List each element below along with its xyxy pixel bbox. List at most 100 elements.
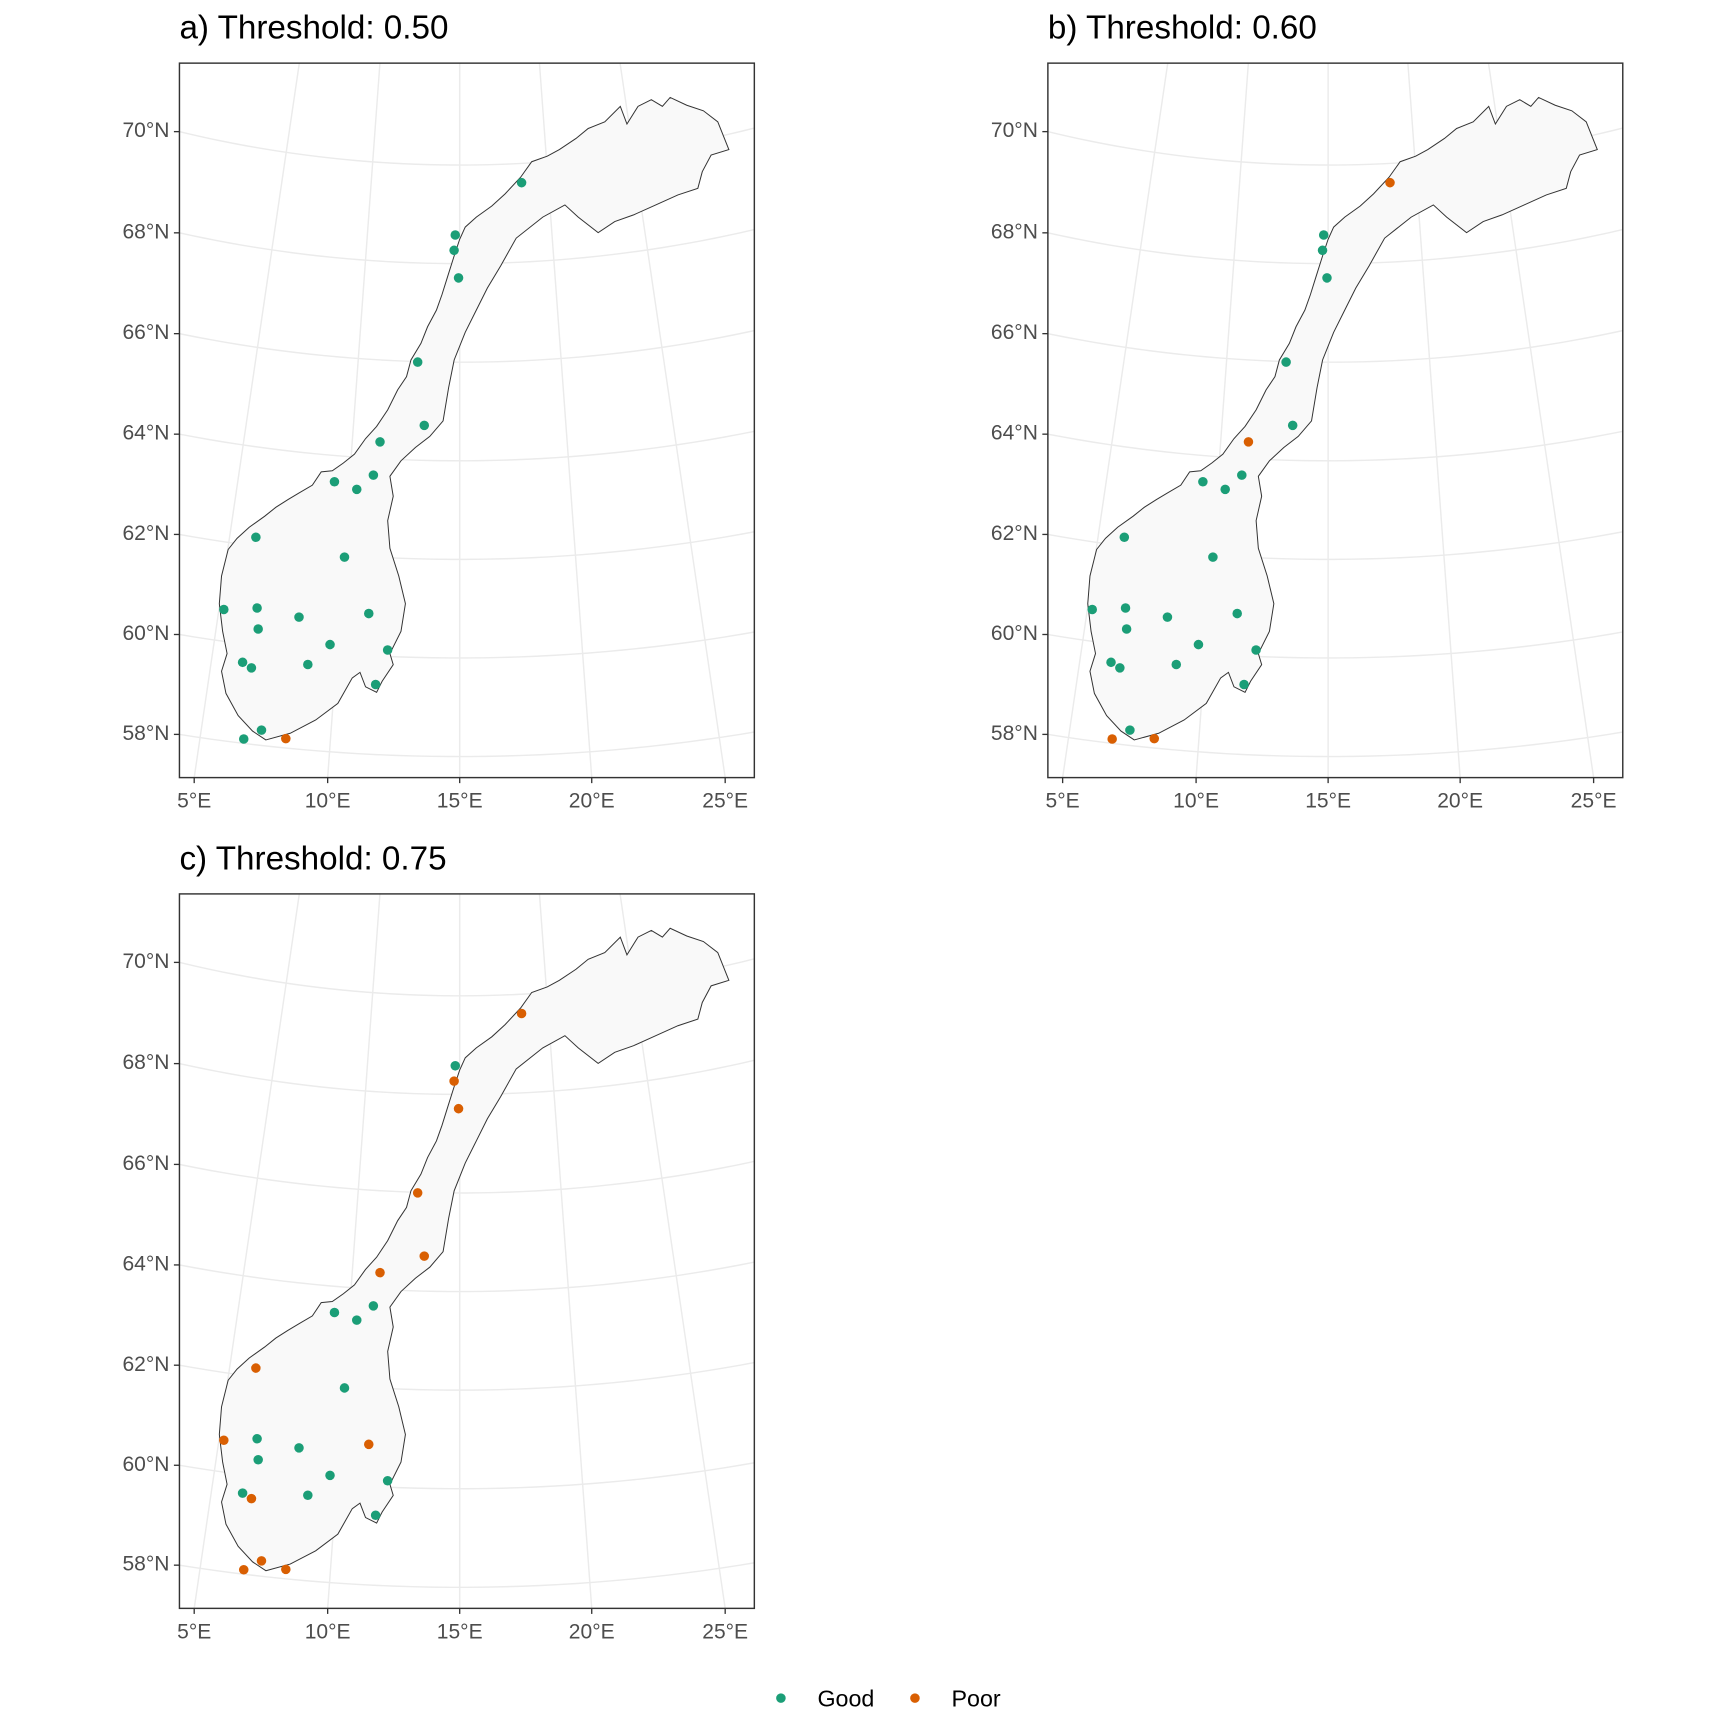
map-panel: b) Threshold: 0.60 5°E 10°E 15°E 20°E 25°E 58°… (991, 10, 1624, 813)
station-point (1198, 476, 1208, 487)
y-tick-label: 70°N (122, 119, 169, 142)
x-tick-label: 10°E (1173, 790, 1219, 813)
station-point (1220, 484, 1230, 495)
station-point (412, 357, 423, 367)
legend: Good Poor (776, 1685, 1001, 1711)
station-point (382, 1476, 393, 1486)
station-point (238, 1564, 249, 1575)
station-point (1281, 357, 1291, 367)
y-tick-label: 66°N (122, 1152, 169, 1175)
station-point (1232, 608, 1242, 619)
y-tick-label: 58°N (991, 722, 1038, 745)
station-point (419, 420, 430, 431)
station-point (382, 645, 393, 655)
y-tick-label: 70°N (122, 950, 169, 973)
station-point (339, 552, 350, 562)
y-tick-label: 62°N (122, 522, 169, 545)
station-point (251, 1363, 261, 1373)
station-point (252, 603, 262, 613)
y-tick-label: 60°N (991, 622, 1038, 645)
grid-line (1047, 430, 1623, 462)
panel-title: c) Threshold: 0.75 (179, 840, 446, 877)
station-point (364, 608, 374, 619)
station-point (1120, 603, 1131, 613)
y-tick-label: 68°N (991, 220, 1038, 243)
x-tick-label: 15°E (437, 790, 483, 813)
station-point (370, 679, 381, 690)
legend-key (776, 1693, 786, 1703)
grid-line (1047, 531, 1623, 561)
station-point (1119, 532, 1130, 543)
x-tick-label: 25°E (1571, 790, 1617, 813)
station-point (1106, 657, 1116, 668)
station-point (281, 1564, 291, 1575)
station-point (453, 1103, 464, 1114)
station-point (246, 1493, 257, 1504)
grid-line (179, 631, 755, 659)
y-tick-label: 64°N (991, 422, 1038, 445)
x-tick-label: 15°E (1305, 790, 1351, 813)
y-tick-label: 68°N (122, 220, 169, 243)
y-tick-label: 62°N (122, 1353, 169, 1376)
station-point (1171, 659, 1182, 670)
station-point (237, 657, 248, 668)
station-point (256, 1556, 267, 1566)
station-point (352, 484, 362, 495)
station-point (303, 659, 313, 670)
x-tick-label: 25°E (702, 1620, 748, 1643)
station-point (1107, 734, 1117, 744)
x-tick-label: 20°E (569, 1620, 615, 1643)
station-point (1121, 624, 1132, 634)
station-point (368, 470, 379, 480)
station-point (453, 273, 464, 283)
station-point (370, 1510, 381, 1521)
grid-line (179, 1160, 755, 1194)
station-point (1287, 420, 1298, 431)
station-point (375, 437, 385, 447)
y-tick-label: 64°N (122, 1252, 169, 1275)
station-point (1115, 663, 1125, 673)
station-point (1239, 679, 1249, 690)
grid-line (179, 531, 755, 561)
station-point (368, 1301, 379, 1311)
x-tick-label: 5°E (1046, 790, 1080, 813)
station-point (449, 1076, 459, 1086)
x-tick-label: 5°E (177, 790, 211, 813)
map-panel: c) Threshold: 0.75 5°E 10°E 15°E 20°E 25°E 58°… (122, 840, 756, 1643)
grid-line (179, 1361, 755, 1391)
station-point (1193, 639, 1204, 650)
station-point (251, 532, 261, 543)
station-point (1162, 612, 1173, 622)
legend-key (910, 1693, 920, 1703)
station-point (449, 245, 459, 256)
y-tick-label: 66°N (991, 321, 1038, 344)
y-tick-label: 58°N (122, 1553, 169, 1576)
grid-line (1047, 631, 1623, 659)
station-point (253, 1454, 263, 1465)
station-point (364, 1439, 374, 1450)
station-point (252, 1434, 262, 1444)
station-point (238, 734, 249, 744)
station-point (329, 476, 340, 487)
x-tick-label: 20°E (569, 790, 615, 813)
y-tick-label: 66°N (122, 321, 169, 344)
grid-line (179, 430, 755, 462)
station-point (294, 1443, 304, 1453)
station-point (256, 725, 267, 735)
panel-title: a) Threshold: 0.50 (179, 10, 448, 47)
station-point (1087, 604, 1098, 615)
station-point (219, 604, 229, 615)
station-point (1322, 273, 1332, 283)
station-point (450, 230, 461, 240)
station-point (237, 1488, 248, 1498)
station-point (1149, 733, 1160, 744)
station-point (1318, 230, 1329, 240)
station-point (1385, 177, 1395, 188)
station-point (1237, 470, 1247, 480)
station-point (1243, 437, 1254, 447)
station-point (516, 1008, 527, 1019)
station-point (303, 1490, 313, 1501)
station-point (325, 1470, 335, 1481)
station-point (281, 733, 291, 744)
station-point (450, 1061, 461, 1071)
